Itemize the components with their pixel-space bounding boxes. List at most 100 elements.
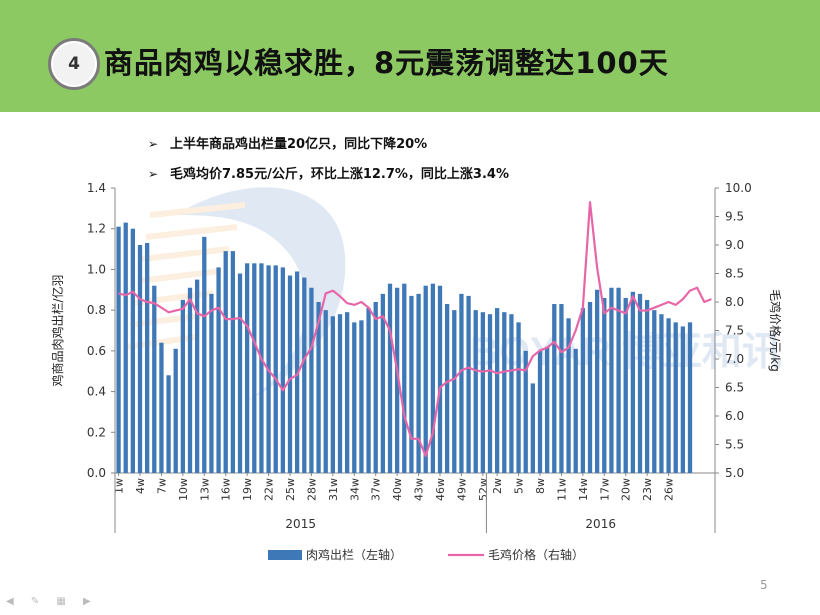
x-tick-label: 25w [284, 478, 297, 501]
x-tick-label: 2w [491, 478, 504, 494]
y-tick-label-right: 6.0 [725, 409, 744, 423]
page-number: 5 [760, 578, 768, 592]
bar-slaughter [416, 293, 421, 473]
y-tick-label-right: 10.0 [725, 181, 752, 195]
bar-slaughter [216, 267, 221, 473]
x-tick-label: 5w [513, 478, 526, 494]
bar-slaughter [559, 304, 564, 473]
bar-slaughter [395, 287, 400, 473]
bar-slaughter [423, 285, 428, 473]
bar-slaughter [252, 263, 257, 473]
bar-slaughter [473, 310, 478, 473]
legend-label-line: 毛鸡价格（右轴） [488, 547, 584, 562]
bar-slaughter [645, 299, 650, 473]
x-tick-label: 26w [663, 478, 676, 501]
bar-slaughter [166, 375, 171, 473]
bar-slaughter [609, 287, 614, 473]
bar-slaughter [323, 310, 328, 473]
bar-slaughter [637, 293, 643, 473]
line-price [118, 201, 712, 457]
x-tick-label: 46w [434, 478, 447, 501]
bar-slaughter [145, 242, 150, 473]
bar-slaughter [580, 308, 585, 473]
y-tick-label-right: 9.5 [725, 210, 744, 224]
bar-slaughter [530, 383, 535, 473]
x-tick-label: 13w [198, 478, 211, 501]
y-tick-label-right: 9.0 [725, 238, 744, 252]
x-tick-label: 7w [155, 478, 168, 494]
bar-slaughter [337, 314, 343, 473]
bar-slaughter [316, 302, 321, 473]
combo-chart: BOYAR 博亚和讯0.00.20.40.60.81.01.21.45.05.5… [50, 181, 783, 562]
x-tick-label: 11w [555, 478, 568, 501]
watermark-stripe [137, 268, 222, 284]
bar-slaughter [409, 295, 414, 473]
bar-slaughter [687, 322, 693, 473]
bullet-arrow-icon: ➢ [148, 167, 159, 181]
x-tick-label: 28w [305, 478, 318, 501]
bar-slaughter [223, 251, 228, 473]
bullet-list: ➢ 上半年商品鸡出栏量20亿只，同比下降20% ➢ 毛鸡均价7.85元/公斤，环比上… [148, 134, 509, 194]
bar-slaughter [295, 271, 300, 473]
bullet-arrow-icon: ➢ [148, 137, 159, 151]
bar-slaughter [173, 348, 178, 473]
y-tick-label-left: 1.0 [87, 262, 106, 276]
bar-slaughter [545, 346, 550, 473]
bullet-text: 毛鸡均价7.85元/公斤，环比上涨12.7%，同比上涨3.4% [170, 167, 509, 182]
x-tick-label: 1w [113, 478, 126, 494]
x-tick-label: 43w [413, 478, 426, 501]
y-tick-label-right: 7.0 [725, 352, 744, 366]
bullet-text: 上半年商品鸡出栏量20亿只，同比下降20% [170, 137, 428, 152]
x-tick-label: 14w [577, 478, 590, 501]
x-tick-label: 20w [620, 478, 633, 501]
x-tick-label: 34w [348, 478, 361, 501]
y-tick-label-left: 0.4 [87, 385, 106, 399]
bar-slaughter [123, 222, 128, 473]
x-tick-label: 23w [641, 478, 654, 501]
year-label-2016: 2016 [585, 517, 616, 531]
bar-slaughter [680, 326, 685, 473]
y-tick-label-right: 8.0 [725, 295, 744, 309]
bar-slaughter [509, 314, 514, 473]
bar-slaughter [437, 285, 443, 473]
bar-slaughter [202, 236, 207, 473]
bar-slaughter [366, 308, 371, 473]
bar-slaughter [195, 279, 200, 473]
bar-slaughter [459, 293, 464, 473]
y-tick-label-left: 1.2 [87, 222, 106, 236]
y-axis-right-title: 毛鸡价格/元/kg [768, 289, 783, 372]
bar-slaughter [659, 314, 664, 473]
bar-slaughter [402, 283, 407, 473]
watermark-stripe [129, 312, 206, 328]
bar-slaughter [523, 350, 528, 473]
bar-slaughter [616, 287, 621, 473]
bar-slaughter [480, 312, 485, 473]
bar-slaughter [566, 318, 571, 473]
bar-slaughter [587, 302, 593, 473]
bar-slaughter [287, 275, 293, 473]
x-tick-label: 49w [455, 478, 468, 501]
bar-slaughter [130, 228, 135, 473]
slide-title: 商品肉鸡以稳求胜，8元震荡调整达100天 [104, 46, 669, 80]
bar-slaughter [387, 283, 393, 473]
bar-slaughter [623, 297, 628, 473]
bar-slaughter [152, 285, 157, 473]
x-tick-label: 17w [598, 478, 611, 501]
year-label-2015: 2015 [285, 517, 316, 531]
y-tick-label-right: 7.5 [725, 324, 744, 338]
bar-slaughter [359, 320, 364, 473]
bar-slaughter [209, 293, 214, 473]
x-tick-label: 40w [391, 478, 404, 501]
legend-swatch-bar [268, 550, 302, 560]
bar-slaughter [245, 263, 250, 473]
bullet-item: ➢ 上半年商品鸡出栏量20亿只，同比下降20% [148, 134, 509, 164]
bullet-item: ➢ 毛鸡均价7.85元/公斤，环比上涨12.7%，同比上涨3.4% [148, 164, 509, 194]
bar-slaughter [595, 289, 600, 473]
x-tick-label: 19w [241, 478, 254, 501]
slideshow-toolbar-icons: ◀ ✎ ▦ ▶ [6, 596, 98, 607]
watermark-stripe [125, 334, 198, 350]
bar-slaughter [159, 342, 164, 473]
y-tick-label-left: 0.0 [87, 466, 106, 480]
bar-slaughter [259, 263, 264, 473]
x-tick-label: 10w [177, 478, 190, 501]
